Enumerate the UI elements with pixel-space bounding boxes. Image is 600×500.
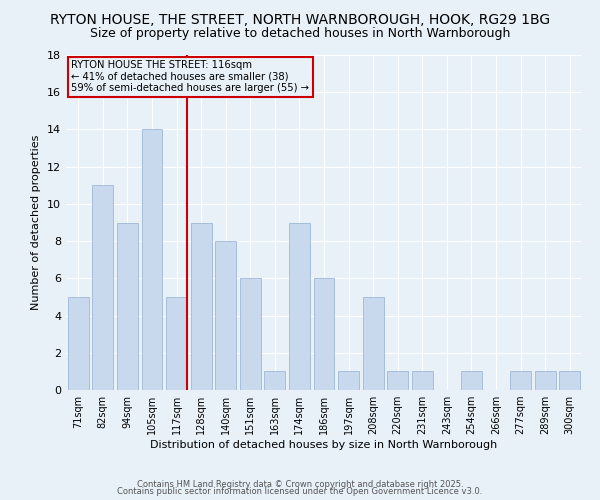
Bar [142,130,163,390]
Bar [535,372,556,390]
Y-axis label: Number of detached properties: Number of detached properties [31,135,41,310]
Bar [387,372,408,390]
X-axis label: Distribution of detached houses by size in North Warnborough: Distribution of detached houses by size … [151,440,497,450]
Bar [265,372,286,390]
Text: Contains HM Land Registry data © Crown copyright and database right 2025.: Contains HM Land Registry data © Crown c… [137,480,463,489]
Bar [559,372,580,390]
Bar [191,222,212,390]
Bar [412,372,433,390]
Bar [510,372,531,390]
Text: RYTON HOUSE, THE STREET, NORTH WARNBOROUGH, HOOK, RG29 1BG: RYTON HOUSE, THE STREET, NORTH WARNBOROU… [50,12,550,26]
Bar [68,297,89,390]
Bar [362,297,383,390]
Bar [461,372,482,390]
Text: Contains public sector information licensed under the Open Government Licence v3: Contains public sector information licen… [118,488,482,496]
Bar [117,222,138,390]
Bar [166,297,187,390]
Text: RYTON HOUSE THE STREET: 116sqm
← 41% of detached houses are smaller (38)
59% of : RYTON HOUSE THE STREET: 116sqm ← 41% of … [71,60,309,93]
Text: Size of property relative to detached houses in North Warnborough: Size of property relative to detached ho… [90,28,510,40]
Bar [240,278,261,390]
Bar [92,186,113,390]
Bar [338,372,359,390]
Bar [314,278,334,390]
Bar [289,222,310,390]
Bar [215,241,236,390]
